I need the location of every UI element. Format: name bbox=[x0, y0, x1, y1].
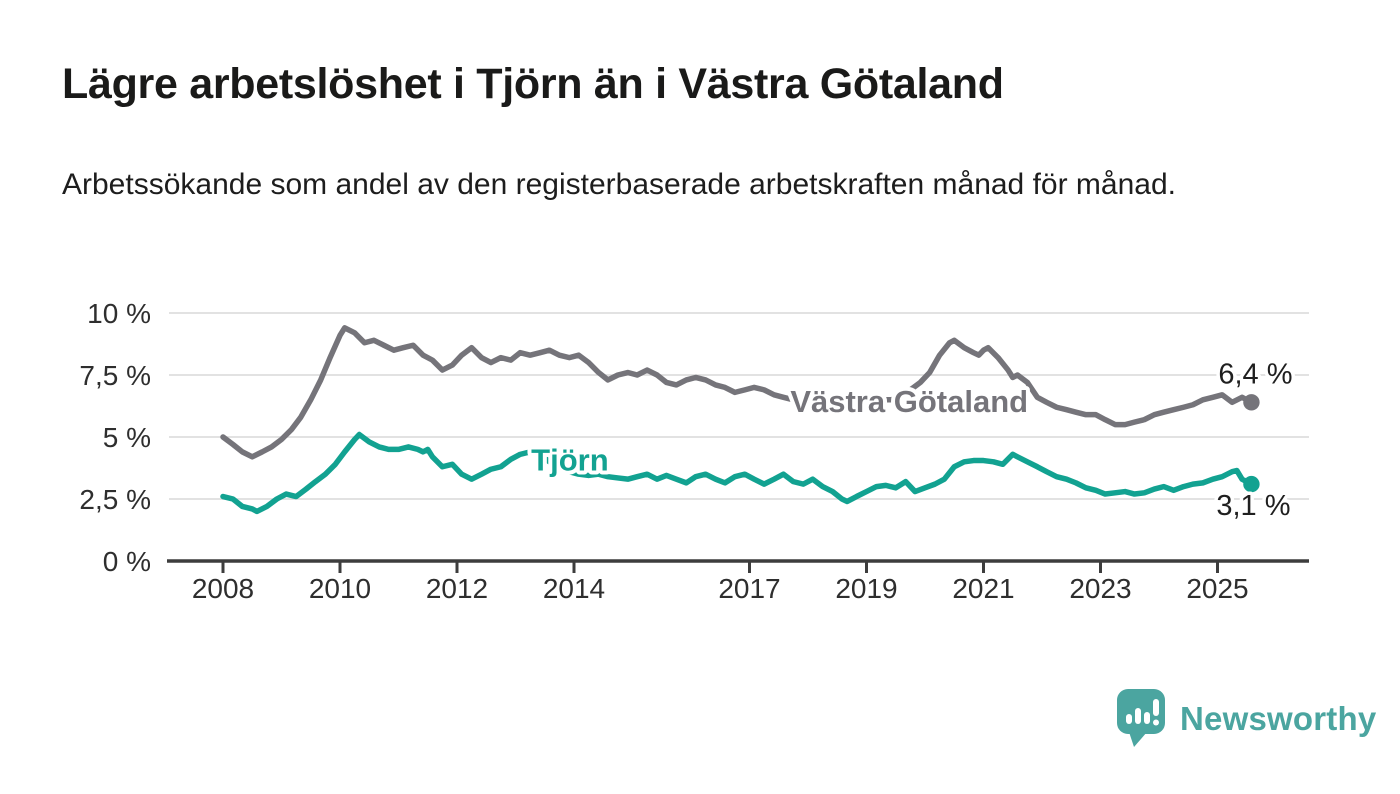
y-tick-label: 5 % bbox=[103, 422, 151, 453]
page-title: Lägre arbetslöshet i Tjörn än i Västra G… bbox=[62, 60, 1004, 108]
series-line-vastra-gotaland bbox=[220, 325, 1255, 460]
series-label-vastra-gotaland: Västra Götaland bbox=[790, 384, 1028, 419]
y-tick-label: 2,5 % bbox=[79, 484, 151, 515]
series-line-tjorn bbox=[220, 431, 1255, 515]
y-tick-label: 10 % bbox=[87, 298, 151, 329]
end-dot-tjorn bbox=[1243, 475, 1260, 493]
x-tick-label: 2017 bbox=[718, 573, 780, 604]
x-tick-label: 2019 bbox=[835, 573, 897, 604]
line-chart: 2008 2010 2012 2014 2017 2019 2021 2023 2025 0 % 2… bbox=[79, 298, 1309, 604]
end-value-label-tjorn: 3,1 % bbox=[1216, 490, 1290, 522]
end-dot-vastra-gotaland bbox=[1243, 394, 1260, 411]
y-tick-label: 7,5 % bbox=[79, 360, 151, 391]
line-chart-canvas: 2008 2010 2012 2014 2017 2019 2021 2023 2025 0 % 2… bbox=[79, 298, 1309, 604]
newsworthy-logo-icon bbox=[1117, 689, 1165, 747]
x-tick-label: 2021 bbox=[952, 573, 1014, 604]
brand-name: Newsworthy bbox=[1180, 700, 1377, 737]
x-tick-label: 2008 bbox=[192, 573, 254, 604]
brand-footer: Newsworthy bbox=[1116, 688, 1376, 750]
x-tick-label: 2010 bbox=[309, 573, 371, 604]
x-tick-label: 2012 bbox=[426, 573, 488, 604]
page-subtitle: Arbetssökande som andel av den registerb… bbox=[62, 168, 1176, 201]
y-tick-label: 0 % bbox=[103, 546, 151, 577]
x-tick-label: 2014 bbox=[543, 573, 605, 604]
end-value-label-vastra-gotaland: 6,4 % bbox=[1218, 358, 1292, 390]
x-tick-label: 2023 bbox=[1069, 573, 1131, 604]
series-label-tjorn: Tjörn bbox=[531, 442, 609, 477]
x-tick-label: 2025 bbox=[1186, 573, 1248, 604]
